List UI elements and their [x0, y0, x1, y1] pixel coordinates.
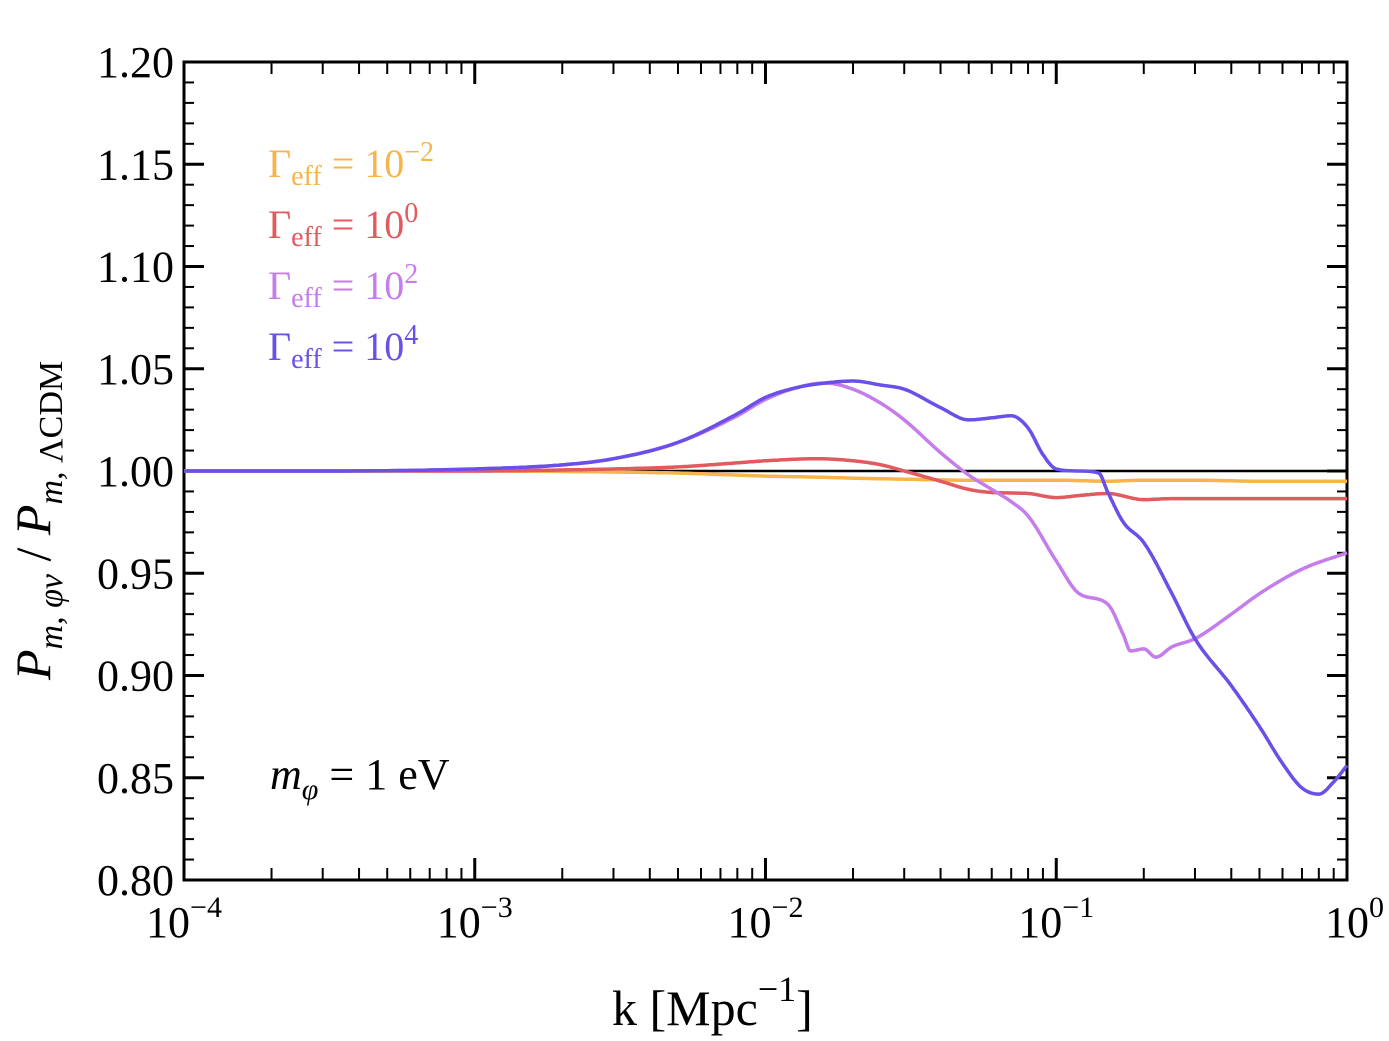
series-layer [184, 379, 1349, 796]
x-tick-label: 10−3 [437, 891, 513, 947]
y-tick-label: 0.85 [97, 754, 174, 803]
minor-ticks [184, 62, 1347, 880]
legend-entry-1: Γeff = 100 [268, 198, 418, 253]
legend-entry-0: Γeff = 10−2 [268, 137, 434, 192]
y-tick-label: 0.80 [97, 856, 174, 905]
y-tick-labels: 0.80 0.85 0.90 0.95 1.00 1.05 1.10 1.15 1.20 [97, 38, 174, 905]
y-tick-label: 1.15 [97, 140, 174, 189]
x-tick-label: 10−2 [728, 891, 804, 947]
y-axis-title: Pm, φν / Pm, ΛCDM [5, 361, 70, 681]
y-tick-label: 1.10 [97, 243, 174, 292]
x-tick-label: 10−4 [146, 891, 222, 947]
mass-annotation: mφ = 1 eV [270, 750, 450, 806]
x-axis-title: k [Mpc−1] [612, 969, 813, 1036]
series-line-0 [184, 469, 1347, 483]
legend-entry-3: Γeff = 104 [268, 320, 418, 375]
x-tick-label: 10−1 [1018, 891, 1094, 947]
legend: Γeff = 10−2 Γeff = 100 Γeff = 102 Γeff =… [268, 137, 434, 375]
y-tick-label: 0.95 [97, 549, 174, 598]
series-line-3 [184, 379, 1349, 796]
y-tick-label: 1.05 [97, 345, 174, 394]
y-tick-label: 1.00 [97, 447, 174, 496]
y-tick-label: 0.90 [97, 652, 174, 701]
x-tick-label: 100 [1325, 891, 1384, 947]
y-tick-label: 1.20 [97, 38, 174, 87]
series-line-1 [184, 456, 1347, 502]
legend-entry-2: Γeff = 102 [268, 259, 418, 314]
x-tick-labels: 10−4 10−3 10−2 10−1 100 [146, 891, 1384, 947]
series-line-2 [184, 381, 1348, 659]
